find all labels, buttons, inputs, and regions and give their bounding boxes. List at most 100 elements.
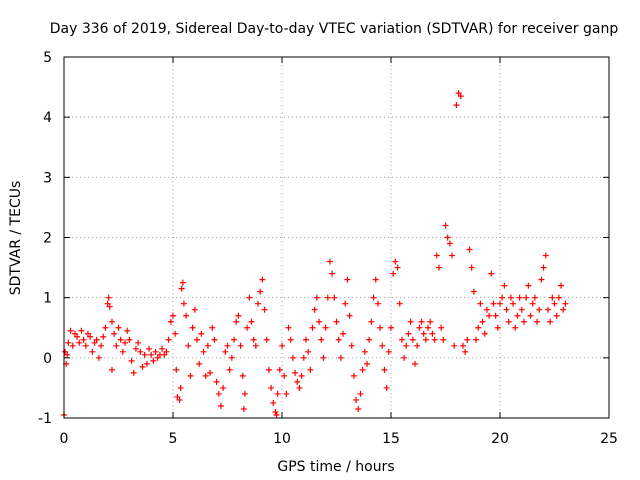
data-point [427,318,434,325]
x-tick-label: 15 [382,431,400,447]
data-point [414,342,421,349]
data-point [255,300,262,307]
data-point [344,276,351,283]
data-point [329,270,336,277]
data-point [200,348,207,355]
data-point [176,396,183,403]
data-point [370,294,377,301]
data-point [311,306,318,313]
data-point [483,306,490,313]
data-point [331,294,338,301]
data-point [287,336,294,343]
data-point [102,324,109,331]
data-point [237,342,244,349]
data-point [252,342,259,349]
data-point [76,339,83,346]
data-point [159,345,166,352]
data-point [165,336,172,343]
data-point [405,330,412,337]
data-point [320,354,327,361]
data-point [80,336,87,343]
data-point [241,390,248,397]
data-point [555,294,562,301]
data-point [273,411,280,418]
data-point [357,390,364,397]
data-point [377,324,384,331]
data-point [326,258,333,265]
data-point [479,318,486,325]
data-point [418,318,425,325]
data-point [113,342,120,349]
data-point [71,330,78,337]
data-point [403,342,410,349]
data-point [143,360,150,367]
data-point [523,294,530,301]
data-point [455,90,462,97]
data-point [527,312,534,319]
data-point [289,354,296,361]
data-point [259,276,266,283]
data-point [106,303,113,310]
data-point [173,366,180,373]
y-axis-label: SDTVAR / TECUs [8,181,24,296]
data-point [302,336,309,343]
data-point [316,318,323,325]
data-point [538,276,545,283]
data-point [104,300,111,307]
data-point [392,258,399,265]
data-point [379,342,386,349]
data-point [233,318,240,325]
data-point [180,300,187,307]
data-point [505,318,512,325]
data-point [91,339,98,346]
data-point [193,336,200,343]
data-point [429,330,436,337]
data-point [220,384,227,391]
data-point [361,348,368,355]
data-point [433,252,440,259]
data-point [174,393,181,400]
data-point [466,246,473,253]
data-point [536,306,543,313]
data-point [222,348,229,355]
data-point [346,312,353,319]
data-point [178,285,185,292]
data-point [490,300,497,307]
data-point [84,330,91,337]
data-point [540,264,547,271]
data-point [407,318,414,325]
data-point [494,324,501,331]
data-point [64,351,71,358]
data-point [322,324,329,331]
data-points [61,90,569,418]
y-tick-label: 4 [43,110,52,126]
data-point [196,360,203,367]
data-point [416,324,423,331]
data-point [244,324,251,331]
data-point [553,312,560,319]
data-point [510,300,517,307]
data-point [307,366,314,373]
data-point [135,339,142,346]
data-point [130,369,137,376]
data-point [179,279,186,286]
data-point [274,390,281,397]
data-point [124,327,131,334]
data-point [146,345,153,352]
data-point [108,366,115,373]
data-point [191,306,198,313]
data-point [119,348,126,355]
data-point [187,372,194,379]
data-point [226,366,233,373]
x-tick-label: 10 [273,431,291,447]
data-point [152,348,159,355]
data-point [257,288,264,295]
data-point [235,312,242,319]
data-point [78,327,85,334]
data-point [207,369,214,376]
data-point [231,336,238,343]
y-tick-label: 2 [43,231,52,247]
data-point [272,408,279,415]
data-point [263,336,270,343]
data-point [374,300,381,307]
